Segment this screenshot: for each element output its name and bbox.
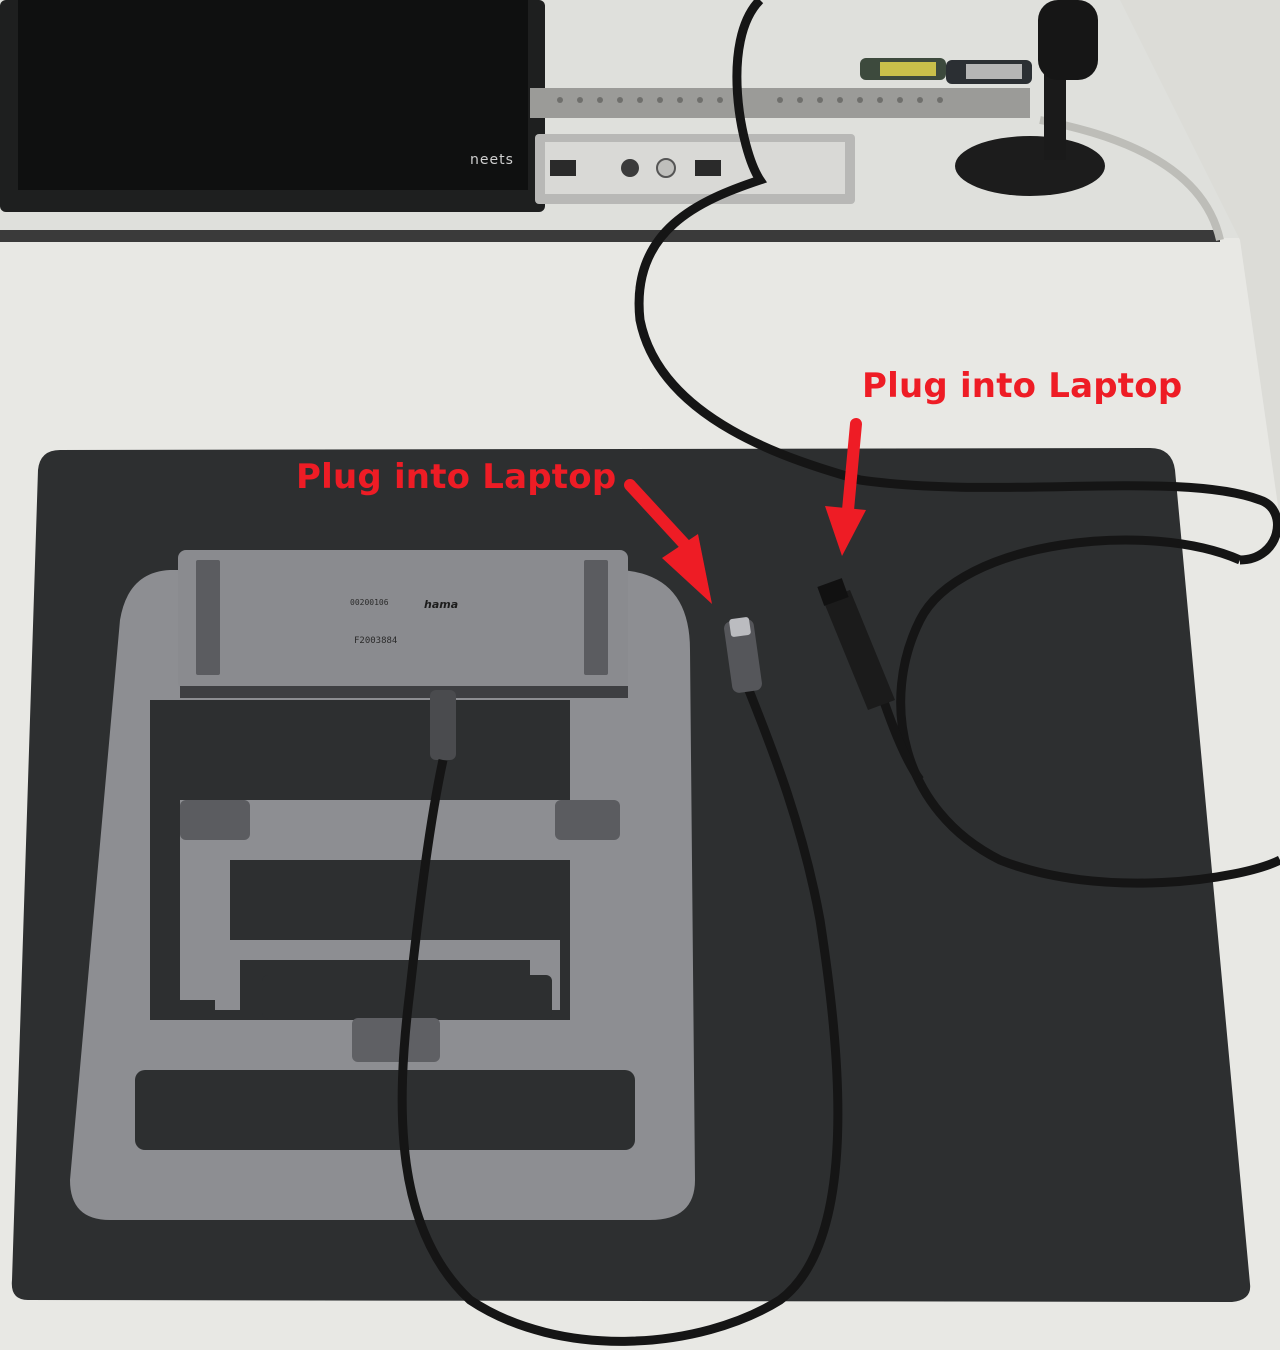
arrow-down-icon: [825, 418, 866, 556]
displayport-cable: [634, 0, 1280, 888]
arrow-down-icon: [624, 479, 712, 604]
microphone-base: [955, 0, 1105, 196]
desk-right-wall: [1120, 0, 1280, 520]
batteries: [860, 58, 1032, 84]
annotation-label-displayport: Plug into Laptop: [862, 366, 1183, 406]
desk-edge-line: [0, 230, 1220, 242]
desk-corner-edge: [1039, 116, 1224, 241]
annotation-label-usb-c: Plug into Laptop: [296, 457, 617, 497]
hub-serial: F2003884: [354, 636, 398, 646]
desk-connection-panel: [530, 88, 1030, 204]
usb-c-cable: [397, 617, 843, 1346]
hub-brand-logo: hama: [424, 598, 459, 611]
monitor: [0, 0, 545, 212]
monitor-brand-logo: neets: [470, 152, 514, 168]
usb-c-hub: [178, 550, 628, 698]
hub-model-number: 00200106: [350, 598, 389, 607]
laptop-stand: [70, 570, 695, 1220]
